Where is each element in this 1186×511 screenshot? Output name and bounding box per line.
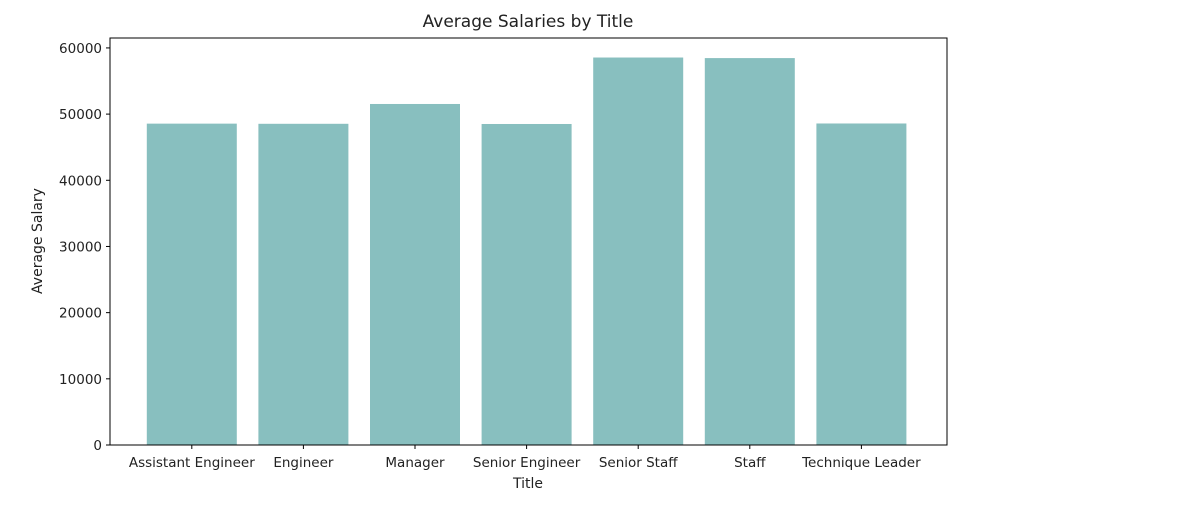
x-tick-label: Senior Staff	[599, 455, 678, 471]
x-axis-label: Title	[512, 476, 543, 492]
x-tick-label: Technique Leader	[801, 455, 921, 471]
y-tick-label: 50000	[59, 107, 102, 123]
bar-senior-engineer	[481, 123, 572, 445]
plot-frame	[109, 37, 948, 446]
x-axis-ticks: Assistant Engineer Engineer Manager Senior …	[129, 445, 921, 471]
bar-engineer	[258, 123, 349, 445]
chart-title: Average Salaries by Title	[423, 12, 634, 32]
bar-senior-staff	[593, 57, 684, 445]
bar-staff	[704, 58, 795, 445]
bar-manager	[370, 103, 460, 446]
y-tick-label: 20000	[59, 306, 102, 322]
y-axis-label: Average Salary	[30, 188, 46, 294]
x-tick-label: Staff	[734, 455, 766, 471]
y-axis-ticks: 0 10000 20000 30000 40000 50000 60000	[59, 41, 110, 454]
x-tick-label: Engineer	[273, 455, 334, 471]
y-tick-label: 60000	[59, 41, 102, 57]
bars-group	[146, 57, 907, 446]
y-tick-label: 0	[93, 438, 102, 454]
y-tick-label: 40000	[59, 173, 102, 189]
bar-technique-leader	[816, 123, 907, 445]
y-tick-label: 30000	[59, 239, 102, 255]
x-tick-label: Manager	[385, 455, 445, 471]
y-tick-label: 10000	[59, 372, 102, 388]
bar-assistant-engineer	[146, 123, 237, 446]
x-tick-label: Senior Engineer	[473, 455, 581, 471]
x-tick-label: Assistant Engineer	[129, 455, 255, 471]
